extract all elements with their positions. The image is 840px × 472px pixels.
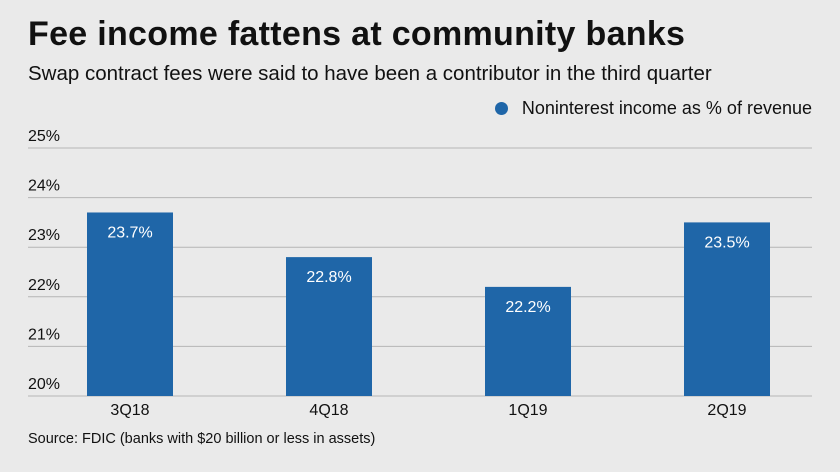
bar-2q19 bbox=[684, 222, 770, 396]
x-tick-label: 4Q18 bbox=[309, 402, 348, 419]
y-tick-label: 20% bbox=[28, 376, 60, 393]
bar-4q18 bbox=[286, 257, 372, 396]
y-tick-label: 25% bbox=[28, 128, 60, 145]
bar-3q18 bbox=[87, 212, 173, 396]
source-note: Source: FDIC (banks with $20 billion or … bbox=[28, 431, 376, 447]
y-tick-label: 22% bbox=[28, 277, 60, 294]
chart-subtitle: Swap contract fees were said to have bee… bbox=[28, 62, 712, 85]
x-tick-label: 1Q19 bbox=[508, 402, 547, 419]
y-tick-label: 24% bbox=[28, 178, 60, 195]
chart-legend: Noninterest income as % of revenue bbox=[494, 98, 812, 119]
legend-label: Noninterest income as % of revenue bbox=[521, 98, 812, 118]
legend-swatch bbox=[494, 102, 508, 115]
y-tick-label: 23% bbox=[28, 227, 60, 244]
x-tick-label: 3Q18 bbox=[110, 402, 149, 419]
data-label: 23.5% bbox=[704, 234, 749, 251]
data-label: 22.8% bbox=[306, 269, 351, 286]
x-tick-label: 2Q19 bbox=[707, 402, 746, 419]
bar-layer bbox=[87, 212, 770, 396]
label-layer: 20% 21% 22% 23% 24% 25% 23.7% 3Q18 22.8% 4Q18 22.2… bbox=[28, 128, 750, 419]
data-label: 23.7% bbox=[107, 224, 152, 241]
y-tick-label: 21% bbox=[28, 326, 60, 343]
data-label: 22.2% bbox=[505, 299, 550, 316]
bar-1q19 bbox=[485, 286, 571, 396]
chart-title: Fee income fattens at community banks bbox=[28, 15, 686, 53]
